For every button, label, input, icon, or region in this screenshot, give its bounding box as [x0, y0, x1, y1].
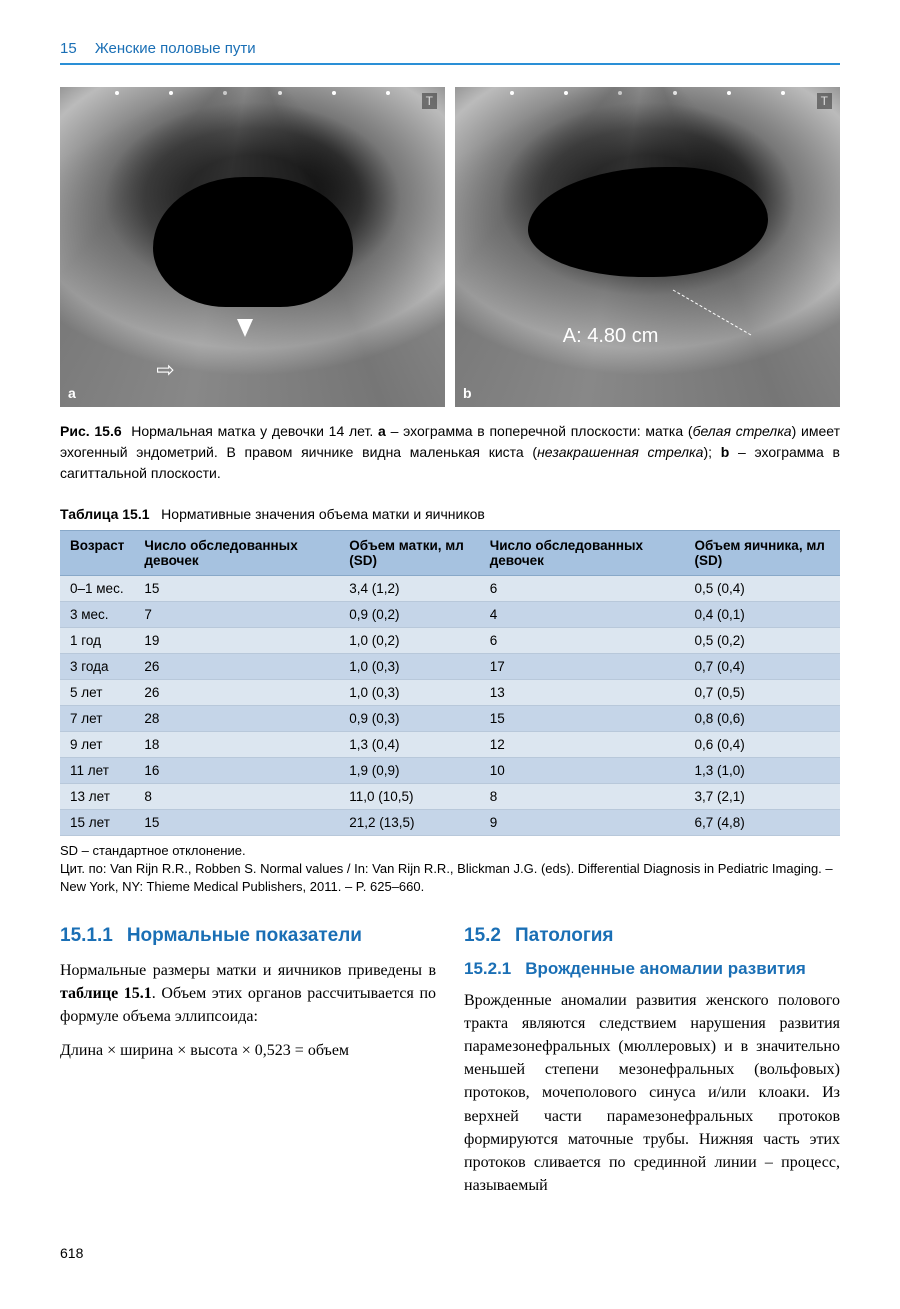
panel-label-b: b: [463, 385, 472, 401]
measurement-readout: A: 4.80 cm: [563, 325, 659, 348]
table-cell: 12: [480, 732, 685, 758]
table-cell: 1,3 (0,4): [339, 732, 480, 758]
table-row: 15 лет1521,2 (13,5)96,7 (4,8): [60, 810, 840, 836]
table-cell: 0,5 (0,2): [685, 628, 840, 654]
table-header-cell: Число обследованных девочек: [480, 531, 685, 576]
table-cell: 5 лет: [60, 680, 134, 706]
table-cell: 1,0 (0,3): [339, 654, 480, 680]
table-cell: 0–1 мес.: [60, 576, 134, 602]
table-cell: 0,4 (0,1): [685, 602, 840, 628]
table-title: Таблица 15.1 Нормативные значения объема…: [60, 506, 840, 522]
table-cell: 7: [134, 602, 339, 628]
panel-label-a: a: [68, 385, 76, 401]
table-row: 7 лет280,9 (0,3)150,8 (0,6): [60, 706, 840, 732]
table-cell: 9: [480, 810, 685, 836]
ultrasound-image-a: T ⇨ a: [60, 87, 445, 407]
body-paragraph: Нормальные размеры матки и яичников прив…: [60, 959, 436, 1029]
table-row: 1 год191,0 (0,2)60,5 (0,2): [60, 628, 840, 654]
body-paragraph: Врожденные аномалии развития женского по…: [464, 989, 840, 1198]
solid-arrow-icon: [237, 319, 253, 337]
table-header-cell: Объем матки, мл (SD): [339, 531, 480, 576]
table-row: 9 лет181,3 (0,4)120,6 (0,4): [60, 732, 840, 758]
right-column: 15.2Патология 15.2.1Врожденные аномалии …: [464, 925, 840, 1212]
table-cell: 11,0 (10,5): [339, 784, 480, 810]
table-row: 0–1 мес.153,4 (1,2)60,5 (0,4): [60, 576, 840, 602]
figure-caption: Рис. 15.6 Нормальная матка у девочки 14 …: [60, 421, 840, 484]
table-cell: 26: [134, 680, 339, 706]
table-row: 3 года261,0 (0,3)170,7 (0,4): [60, 654, 840, 680]
table-cell: 6,7 (4,8): [685, 810, 840, 836]
table-cell: 11 лет: [60, 758, 134, 784]
table-cell: 15: [480, 706, 685, 732]
table-cell: 3 года: [60, 654, 134, 680]
running-header: 15 Женские половые пути: [60, 40, 840, 65]
outline-arrow-icon: ⇨: [156, 357, 174, 383]
figure-panel: T ⇨ a T A: 4.80 cm b: [60, 87, 840, 407]
table-cell: 13: [480, 680, 685, 706]
subsection-heading: 15.2.1Врожденные аномалии развития: [464, 959, 840, 979]
table-footnote: SD – стандартное отклонение. Цит. по: Va…: [60, 842, 840, 897]
left-column: 15.1.1Нормальные показатели Нормальные р…: [60, 925, 436, 1212]
ultrasound-image-b: T A: 4.80 cm b: [455, 87, 840, 407]
table-cell: 1,0 (0,2): [339, 628, 480, 654]
table-cell: 18: [134, 732, 339, 758]
figure-label: Рис. 15.6: [60, 423, 122, 439]
table-cell: 1,0 (0,3): [339, 680, 480, 706]
table-row: 13 лет811,0 (10,5)83,7 (2,1): [60, 784, 840, 810]
table-row: 11 лет161,9 (0,9)101,3 (1,0): [60, 758, 840, 784]
table-cell: 15 лет: [60, 810, 134, 836]
page-number: 618: [60, 1245, 840, 1261]
table-cell: 10: [480, 758, 685, 784]
table-cell: 0,7 (0,4): [685, 654, 840, 680]
table-cell: 0,8 (0,6): [685, 706, 840, 732]
table-cell: 8: [134, 784, 339, 810]
table-cell: 0,9 (0,3): [339, 706, 480, 732]
table-cell: 4: [480, 602, 685, 628]
section-heading: 15.1.1Нормальные показатели: [60, 925, 436, 947]
chapter-title: Женские половые пути: [95, 40, 256, 57]
table-row: 5 лет261,0 (0,3)130,7 (0,5): [60, 680, 840, 706]
table-cell: 8: [480, 784, 685, 810]
table-cell: 15: [134, 576, 339, 602]
table-cell: 3 мес.: [60, 602, 134, 628]
section-heading: 15.2Патология: [464, 925, 840, 947]
table-cell: 26: [134, 654, 339, 680]
table-cell: 7 лет: [60, 706, 134, 732]
data-table: ВозрастЧисло обследованных девочекОбъем …: [60, 530, 840, 836]
table-cell: 3,4 (1,2): [339, 576, 480, 602]
table-cell: 19: [134, 628, 339, 654]
table-header-cell: Возраст: [60, 531, 134, 576]
table-cell: 1,9 (0,9): [339, 758, 480, 784]
table-cell: 3,7 (2,1): [685, 784, 840, 810]
table-cell: 13 лет: [60, 784, 134, 810]
chapter-number: 15: [60, 40, 77, 57]
table-row: 3 мес.70,9 (0,2)40,4 (0,1): [60, 602, 840, 628]
table-cell: 28: [134, 706, 339, 732]
table-cell: 1,3 (1,0): [685, 758, 840, 784]
table-header-cell: Число обследованных девочек: [134, 531, 339, 576]
table-cell: 0,7 (0,5): [685, 680, 840, 706]
table-cell: 21,2 (13,5): [339, 810, 480, 836]
table-cell: 9 лет: [60, 732, 134, 758]
table-cell: 1 год: [60, 628, 134, 654]
table-header-cell: Объем яичника, мл (SD): [685, 531, 840, 576]
table-cell: 17: [480, 654, 685, 680]
table-cell: 0,5 (0,4): [685, 576, 840, 602]
table-cell: 6: [480, 576, 685, 602]
table-cell: 15: [134, 810, 339, 836]
table-cell: 0,6 (0,4): [685, 732, 840, 758]
formula: Длина × ширина × высота × 0,523 = объем: [60, 1042, 436, 1060]
table-cell: 6: [480, 628, 685, 654]
table-cell: 0,9 (0,2): [339, 602, 480, 628]
table-cell: 16: [134, 758, 339, 784]
